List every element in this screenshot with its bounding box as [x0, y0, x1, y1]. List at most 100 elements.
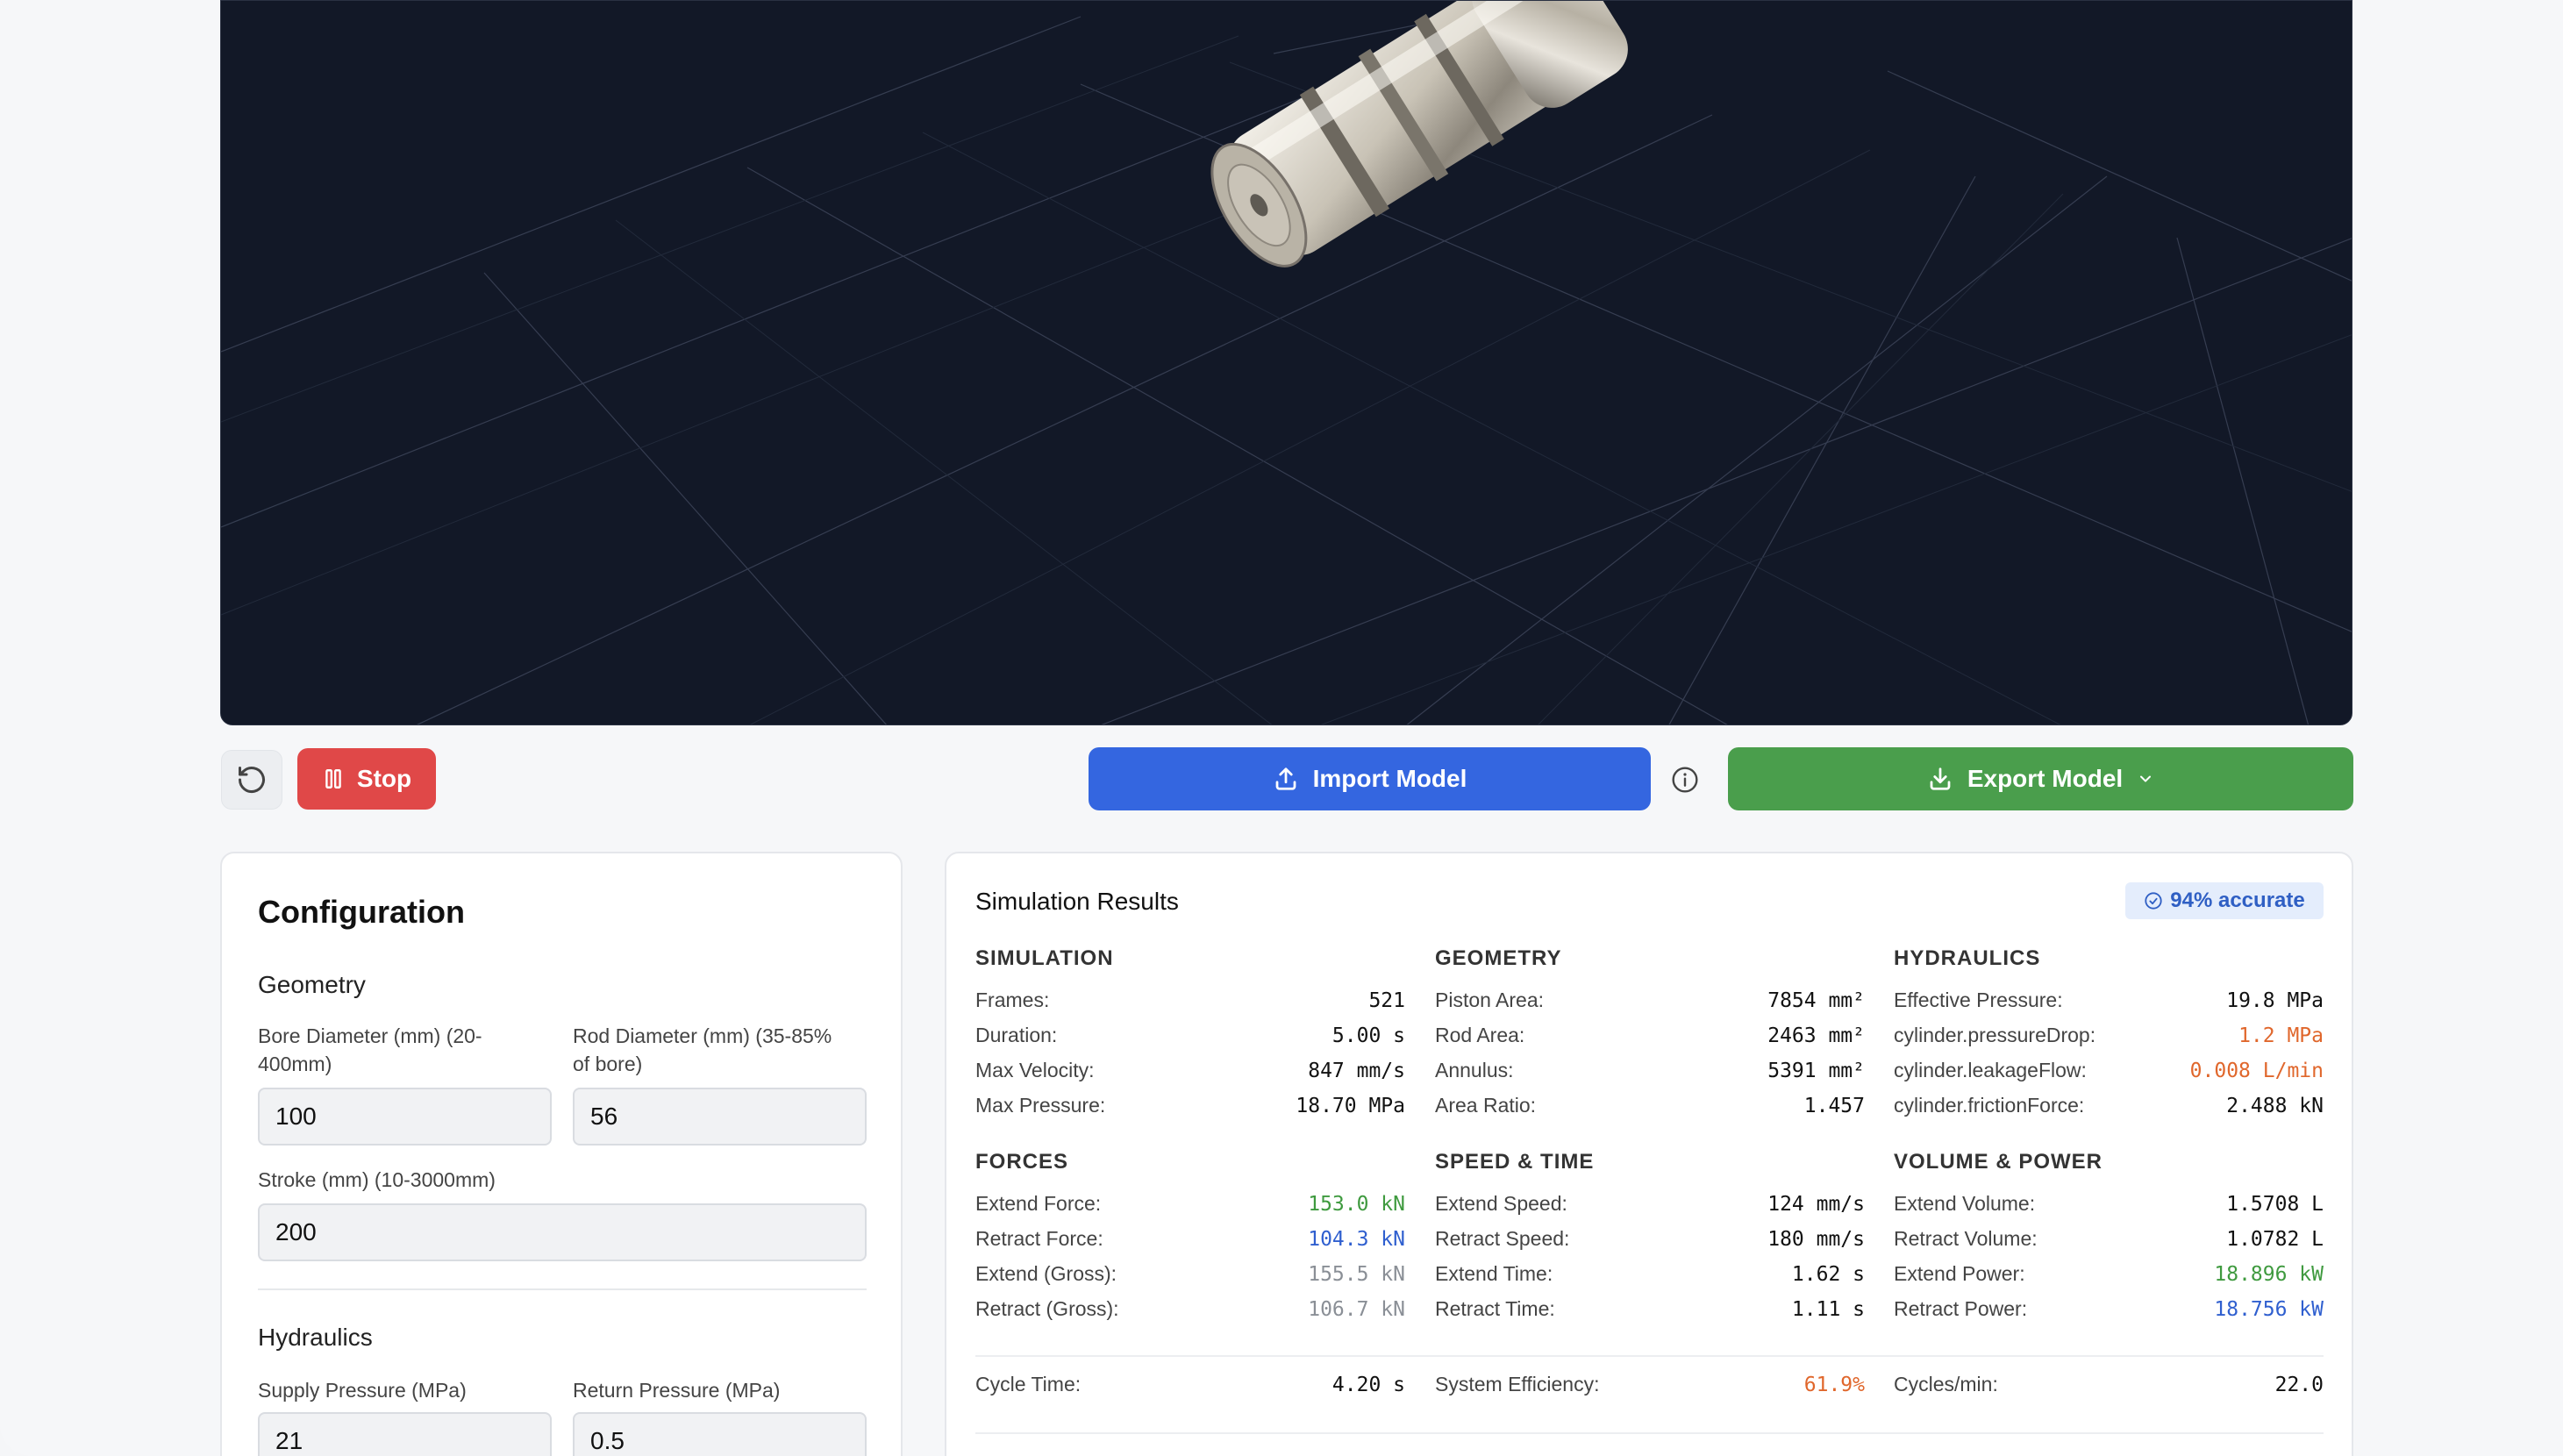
- result-label: Retract Volume:: [1894, 1227, 2038, 1250]
- result-label: Retract Power:: [1894, 1297, 2028, 1320]
- forces-heading: FORCES: [975, 1150, 1069, 1174]
- hydraulic-cylinder-model: [1210, 1, 1628, 268]
- rotate-ccw-icon: [239, 767, 265, 794]
- result-row: Frames: 521: [975, 989, 1405, 1024]
- result-value: 18.70 MPa: [1296, 1095, 1405, 1117]
- accuracy-badge: 94% accurate: [2125, 882, 2324, 919]
- simulation-heading: SIMULATION: [975, 946, 1114, 970]
- result-label: Duration:: [975, 1024, 1058, 1046]
- result-value: 1.2 MPa: [2238, 1024, 2324, 1047]
- result-label: Extend Volume:: [1894, 1192, 2036, 1215]
- 3d-viewport[interactable]: [220, 0, 2352, 725]
- result-row: Retract Volume: 1.0782 L: [1894, 1227, 2324, 1262]
- volume-power-group: VOLUME & POWER Extend Volume: 1.5708 L Re…: [1894, 1150, 2324, 1332]
- stop-label: Stop: [356, 765, 412, 792]
- reset-button[interactable]: [221, 750, 282, 810]
- download-icon: [1930, 767, 1951, 790]
- result-label: Frames:: [975, 989, 1050, 1011]
- info-icon[interactable]: [1669, 764, 1701, 796]
- result-row: Extend Force: 153.0 kN: [975, 1192, 1405, 1227]
- result-row: Retract Power: 18.756 kW: [1894, 1297, 2324, 1332]
- result-row: Extend Speed: 124 mm/s: [1435, 1192, 1865, 1227]
- result-value: 18.756 kW: [2214, 1298, 2324, 1321]
- result-label: Area Ratio:: [1435, 1094, 1537, 1117]
- result-value: 521: [1368, 989, 1405, 1012]
- result-value: 180 mm/s: [1767, 1228, 1865, 1251]
- result-value: 124 mm/s: [1767, 1193, 1865, 1216]
- rod-diameter-label: Rod Diameter (mm) (35-85% of bore): [573, 1022, 871, 1078]
- result-value: 18.896 kW: [2214, 1263, 2324, 1286]
- result-value: 1.0782 L: [2226, 1228, 2324, 1251]
- return-pressure-input[interactable]: 0.5: [573, 1412, 867, 1456]
- bore-diameter-label: Bore Diameter (mm) (20- 400mm): [258, 1022, 547, 1078]
- rod-diameter-input[interactable]: 56: [573, 1088, 867, 1146]
- configuration-title: Configuration: [258, 894, 465, 930]
- results-title: Simulation Results: [975, 888, 1179, 915]
- pause-icon: [325, 769, 341, 789]
- result-row: Retract Time: 1.11 s: [1435, 1297, 1865, 1332]
- rod-diameter-label-line2: of bore): [573, 1053, 643, 1075]
- bore-diameter-input[interactable]: 100: [258, 1088, 552, 1146]
- summary-system-efficiency: System Efficiency: 61.9%: [1435, 1373, 1865, 1408]
- speed-time-heading: SPEED & TIME: [1435, 1150, 1595, 1174]
- return-pressure-label: Return Pressure (MPa): [573, 1379, 781, 1402]
- scene-canvas: [221, 1, 2352, 724]
- result-row: cylinder.leakageFlow: 0.008 L/min: [1894, 1059, 2324, 1094]
- result-value: 5.00 s: [1331, 1024, 1405, 1047]
- result-value: 7854 mm²: [1767, 989, 1865, 1012]
- result-value: 1.62 s: [1791, 1263, 1865, 1286]
- result-label: Retract (Gross):: [975, 1297, 1119, 1320]
- result-value: 106.7 kN: [1308, 1298, 1405, 1321]
- geometry-group: GEOMETRY Piston Area: 7854 mm² Rod Area: 2…: [1435, 946, 1865, 1129]
- stroke-input[interactable]: 200: [258, 1203, 867, 1261]
- forces-group: FORCES Extend Force: 153.0 kN Retract For…: [975, 1150, 1405, 1332]
- result-label: Annulus:: [1435, 1059, 1514, 1081]
- supply-pressure-input[interactable]: 21: [258, 1412, 552, 1456]
- result-value: 22.0: [2274, 1374, 2324, 1396]
- result-row: Extend Power: 18.896 kW: [1894, 1262, 2324, 1297]
- result-row: Max Pressure: 18.70 MPa: [975, 1094, 1405, 1129]
- info-circle-icon: [1672, 767, 1698, 793]
- result-row: Extend Time: 1.62 s: [1435, 1262, 1865, 1297]
- result-value: 847 mm/s: [1308, 1060, 1405, 1082]
- result-value: 153.0 kN: [1308, 1193, 1405, 1216]
- result-row: Max Velocity: 847 mm/s: [975, 1059, 1405, 1094]
- result-row: cylinder.pressureDrop: 1.2 MPa: [1894, 1024, 2324, 1059]
- result-value: 2.488 kN: [2226, 1095, 2324, 1117]
- result-row: Duration: 5.00 s: [975, 1024, 1405, 1059]
- result-label: cylinder.frictionForce:: [1894, 1094, 2085, 1117]
- summary-cycle-time: Cycle Time: 4.20 s: [975, 1373, 1405, 1408]
- result-value: 1.457: [1803, 1095, 1865, 1117]
- result-label: Extend Time:: [1435, 1262, 1553, 1285]
- upload-icon: [1275, 767, 1296, 790]
- chevron-down-icon: [2140, 775, 2152, 782]
- result-row: Retract Speed: 180 mm/s: [1435, 1227, 1865, 1262]
- result-row: Area Ratio: 1.457: [1435, 1094, 1865, 1129]
- rod-diameter-label-line1: Rod Diameter (mm) (35-85%: [573, 1024, 832, 1047]
- export-label: Export Model: [1967, 765, 2124, 792]
- stop-button[interactable]: Stop: [297, 748, 436, 810]
- accuracy-badge-text: 94% accurate: [2170, 889, 2305, 912]
- geometry-heading: GEOMETRY: [1435, 946, 1562, 970]
- simulation-results-panel: Simulation Results 94% accurate SIMULATI…: [945, 852, 2353, 1456]
- result-label: Effective Pressure:: [1894, 989, 2063, 1011]
- bore-diameter-label-line2: 400mm): [258, 1053, 332, 1075]
- result-row: Effective Pressure: 19.8 MPa: [1894, 989, 2324, 1024]
- bore-diameter-label-line1: Bore Diameter (mm) (20-: [258, 1024, 482, 1047]
- result-label: System Efficiency:: [1435, 1373, 1600, 1395]
- result-value: 1.5708 L: [2226, 1193, 2324, 1216]
- export-model-button[interactable]: Export Model: [1728, 747, 2353, 810]
- result-row: Extend Volume: 1.5708 L: [1894, 1192, 2324, 1227]
- result-label: Retract Time:: [1435, 1297, 1555, 1320]
- speed-time-group: SPEED & TIME Extend Speed: 124 mm/s Retra…: [1435, 1150, 1865, 1332]
- result-label: Cycle Time:: [975, 1373, 1082, 1395]
- result-label: Retract Force:: [975, 1227, 1103, 1250]
- result-value: 5391 mm²: [1767, 1060, 1865, 1082]
- check-circle-icon: [2145, 892, 2162, 910]
- summary-cycles-per-min: Cycles/min: 22.0: [1894, 1373, 2324, 1408]
- import-model-button[interactable]: Import Model: [1089, 747, 1651, 810]
- result-value: 4.20 s: [1331, 1374, 1405, 1396]
- result-label: Max Velocity:: [975, 1059, 1095, 1081]
- hydraulics-heading: HYDRAULICS: [1894, 946, 2041, 970]
- hydraulics-group: HYDRAULICS Effective Pressure: 19.8 MPa c…: [1894, 946, 2324, 1129]
